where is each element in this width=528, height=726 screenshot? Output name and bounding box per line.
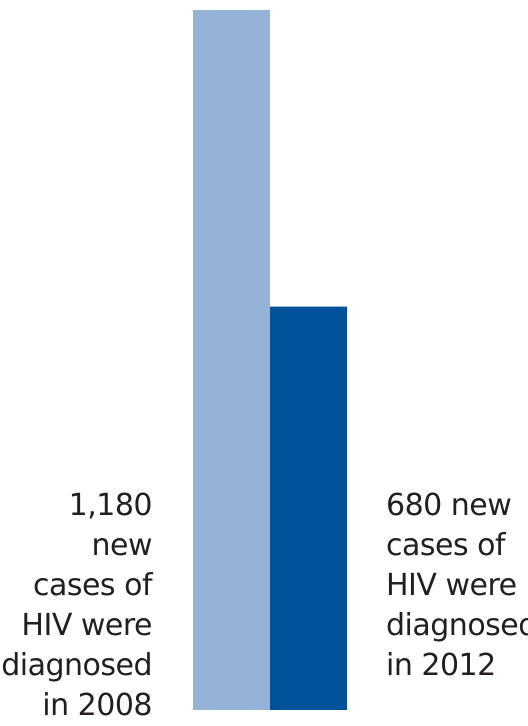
annotation-2008: 1,180 new cases of HIV were diagnosed in… — [1, 488, 152, 723]
bar-2008 — [193, 10, 270, 710]
bar-2012 — [270, 306, 347, 710]
annotation-2012: 680 new cases of HIV were diagnosed in 2… — [386, 488, 528, 683]
